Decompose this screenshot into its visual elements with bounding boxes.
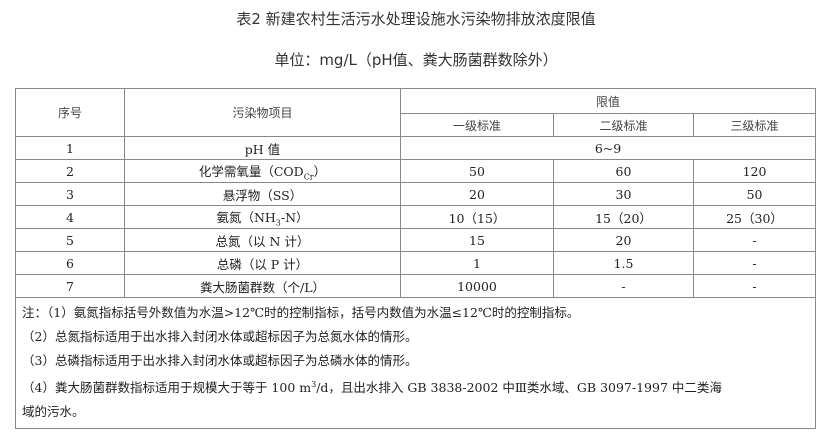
item-text: 化学需氧量（COD <box>198 163 304 179</box>
cell-item: pH 值 <box>124 136 401 160</box>
cell-item: 悬浮物（SS） <box>124 182 401 206</box>
item-text-end: ） <box>313 163 327 179</box>
cell-no: 4 <box>15 205 125 229</box>
notes-cell: 注：（1）氨氮指标括号外数值为水温>12℃时的控制指标，括号内数值为水温≤12℃… <box>14 296 817 430</box>
emission-limits-table: 序号 污染物项目 限值 一级标准 二级标准 三级标准 1 pH 值 6~9 2 … <box>14 88 817 430</box>
cell-grade3: - <box>692 228 817 252</box>
table-title: 表2 新建农村生活污水处理设施水污染物排放浓度限值 <box>236 10 596 28</box>
note-4: （4）粪大肠菌群数指标适用于规模大于等于 100 m3/d，且出水排入 GB 3… <box>22 373 809 400</box>
note-4-continued: 域的污水。 <box>22 404 85 420</box>
cell-grade1: 10000 <box>400 274 554 298</box>
item-text: 氨氮（NH <box>216 209 276 225</box>
cell-grade2: 60 <box>553 159 694 183</box>
cell-grade2: 15（20） <box>553 205 694 229</box>
cell-grade2: 20 <box>553 228 694 252</box>
note-1: 注：（1）氨氮指标括号外数值为水温>12℃时的控制指标，括号内数值为水温≤12℃… <box>22 305 580 320</box>
table-row: 3 悬浮物（SS） 20 30 50 <box>15 182 817 206</box>
item-subscript: 3 <box>275 218 281 228</box>
table-row: 5 总氮（以 N 计） 15 20 - <box>15 228 817 252</box>
header-item: 污染物项目 <box>124 88 401 137</box>
cell-grade1: 15 <box>400 228 554 252</box>
table-row: 4 氨氮（NH3-N） 10（15） 15（20） 25（30） <box>15 205 817 229</box>
cell-merged: 6~9 <box>399 136 817 160</box>
header-index: 序号 <box>15 88 125 137</box>
cell-grade1: 20 <box>400 182 554 206</box>
cell-grade2: 30 <box>553 182 694 206</box>
note-2: （2）总氮指标适用于出水排入封闭水体或超标因子为总氮水体的情形。 <box>22 329 418 344</box>
cell-item: 总磷（以 P 计） <box>124 251 401 275</box>
cell-grade3: 50 <box>692 182 817 206</box>
item-subscript: Cr <box>303 172 314 182</box>
cell-no: 5 <box>15 228 125 252</box>
header-grade3: 三级标准 <box>692 113 817 137</box>
cell-no: 2 <box>15 159 125 183</box>
cell-no: 6 <box>15 251 125 275</box>
header-grade2: 二级标准 <box>553 113 694 137</box>
cell-grade1: 1 <box>400 251 554 275</box>
item-text-end: -N） <box>280 209 309 225</box>
cell-no: 1 <box>15 136 125 160</box>
cell-item: 粪大肠菌群数（个/L） <box>124 274 401 298</box>
cell-grade1: 50 <box>400 159 554 183</box>
cell-no: 7 <box>15 274 125 298</box>
cell-grade2: - <box>553 274 694 298</box>
cell-grade3: 25（30） <box>692 205 817 229</box>
cell-item: 化学需氧量（CODCr） <box>124 159 401 183</box>
table-row: 1 pH 值 6~9 <box>15 136 817 160</box>
cell-grade3: - <box>692 251 817 275</box>
cell-item: 总氮（以 N 计） <box>124 228 401 252</box>
table-row: 6 总磷（以 P 计） 1 1.5 - <box>15 251 817 275</box>
table-row: 7 粪大肠菌群数（个/L） 10000 - - <box>15 274 817 298</box>
header-grade1: 一级标准 <box>400 113 554 137</box>
note-4-text-end: /d，且出水排入 GB 3838-2002 中Ⅲ类水域、GB 3097-1997… <box>316 380 722 396</box>
table-row: 2 化学需氧量（CODCr） 50 60 120 <box>15 159 817 183</box>
header-limit: 限值 <box>399 88 817 114</box>
cell-no: 3 <box>15 182 125 206</box>
cell-item: 氨氮（NH3-N） <box>124 205 401 229</box>
cell-grade1: 10（15） <box>400 205 554 229</box>
note-3: （3）总磷指标适用于出水排入封闭水体或超标因子为总磷水体的情形。 <box>22 353 418 368</box>
note-4-superscript: 3 <box>311 380 317 389</box>
unit-caption: 单位：mg/L（pH值、粪大肠菌群数除外） <box>274 51 558 69</box>
cell-grade3: - <box>692 274 817 298</box>
cell-grade3: 120 <box>692 159 817 183</box>
cell-grade2: 1.5 <box>553 251 694 275</box>
note-4-text: （4）粪大肠菌群数指标适用于规模大于等于 100 m <box>22 380 312 396</box>
